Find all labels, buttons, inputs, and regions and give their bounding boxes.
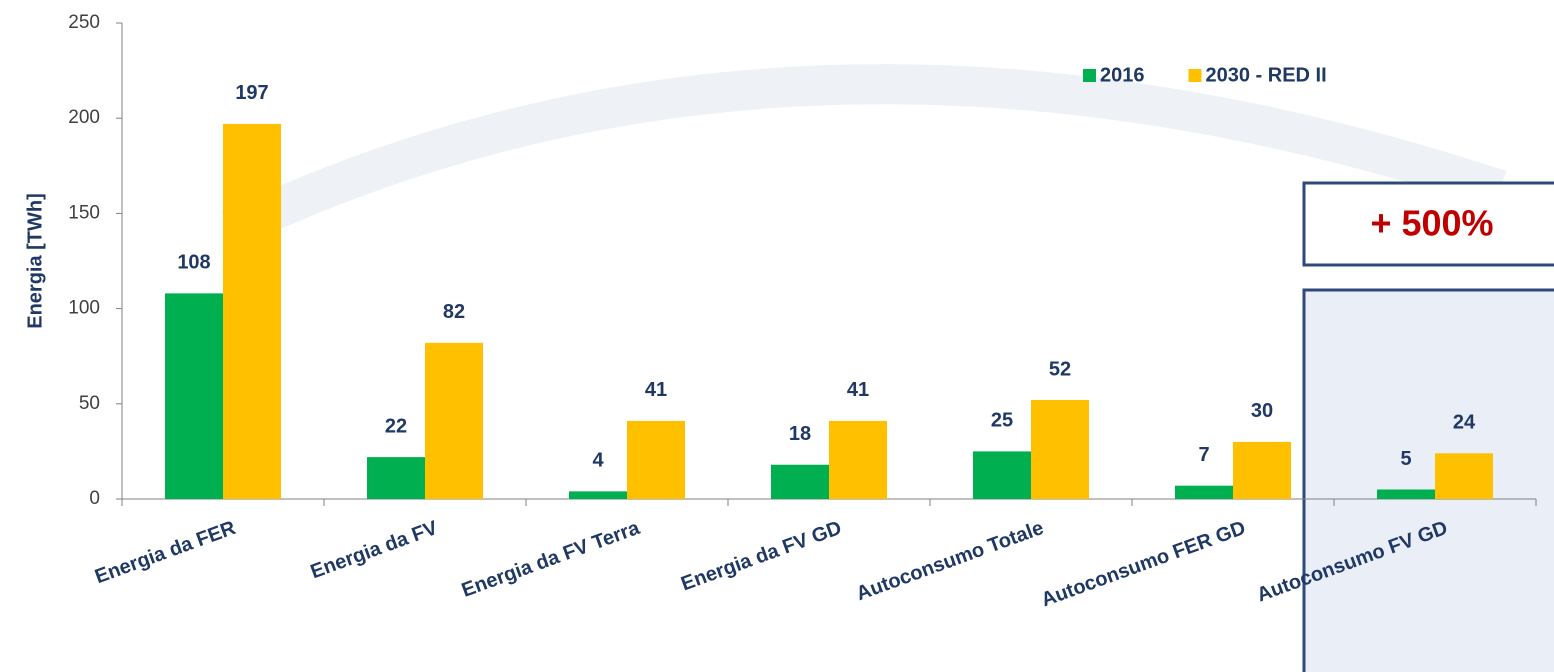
bar [425, 342, 483, 499]
bar [973, 451, 1031, 499]
data-label: 41 [645, 379, 667, 401]
watermark-arc [221, 64, 1507, 249]
x-tick-label: Autoconsumo Totale [853, 517, 1046, 605]
y-tick-label: 150 [68, 202, 100, 223]
data-label: 108 [177, 252, 210, 274]
y-tick-label: 250 [68, 12, 100, 33]
data-label: 4 [592, 450, 604, 472]
data-label: 30 [1251, 400, 1273, 422]
bar [367, 457, 425, 499]
x-tick-label: Energia da FER [92, 517, 239, 588]
data-label: 7 [1198, 444, 1209, 466]
legend-label: 2030 - RED II [1206, 64, 1327, 86]
bar [165, 293, 223, 499]
highlight-box [1302, 288, 1554, 672]
legend-swatch [1083, 69, 1096, 82]
x-tick-label: Energia da FV [308, 517, 441, 584]
data-label: 52 [1049, 358, 1071, 380]
data-label: 41 [847, 379, 869, 401]
bar [223, 123, 281, 500]
bar [1233, 441, 1291, 499]
y-tick-label: 100 [68, 298, 100, 319]
bar [569, 491, 627, 499]
bar [1435, 453, 1493, 499]
x-tick-label: Autoconsumo FER GD [1038, 517, 1248, 611]
data-label: 82 [443, 301, 465, 323]
bar [627, 420, 685, 499]
data-label: 5 [1400, 448, 1411, 470]
x-tick-label: Energia da FV Terra [459, 517, 644, 602]
bar [1031, 399, 1089, 499]
x-tick-label: Energia da FV GD [678, 517, 844, 595]
y-tick-label: 0 [89, 488, 100, 509]
legend-swatch [1188, 69, 1202, 82]
data-label: 22 [385, 415, 407, 437]
data-label: 18 [789, 423, 811, 445]
data-label: 197 [235, 82, 268, 104]
y-axis-title: Energia [TWh] [24, 193, 46, 329]
y-tick-label: 50 [79, 393, 100, 414]
y-tick-label: 200 [68, 107, 100, 128]
bar [829, 420, 887, 499]
data-label: 24 [1453, 412, 1476, 434]
annotation: + 500% [1370, 203, 1493, 244]
bar [1377, 489, 1435, 499]
data-label: 25 [991, 410, 1013, 432]
bar [1175, 485, 1233, 499]
legend-label: 2016 [1100, 64, 1145, 86]
annotation-box [1302, 181, 1554, 267]
bar [771, 464, 829, 499]
